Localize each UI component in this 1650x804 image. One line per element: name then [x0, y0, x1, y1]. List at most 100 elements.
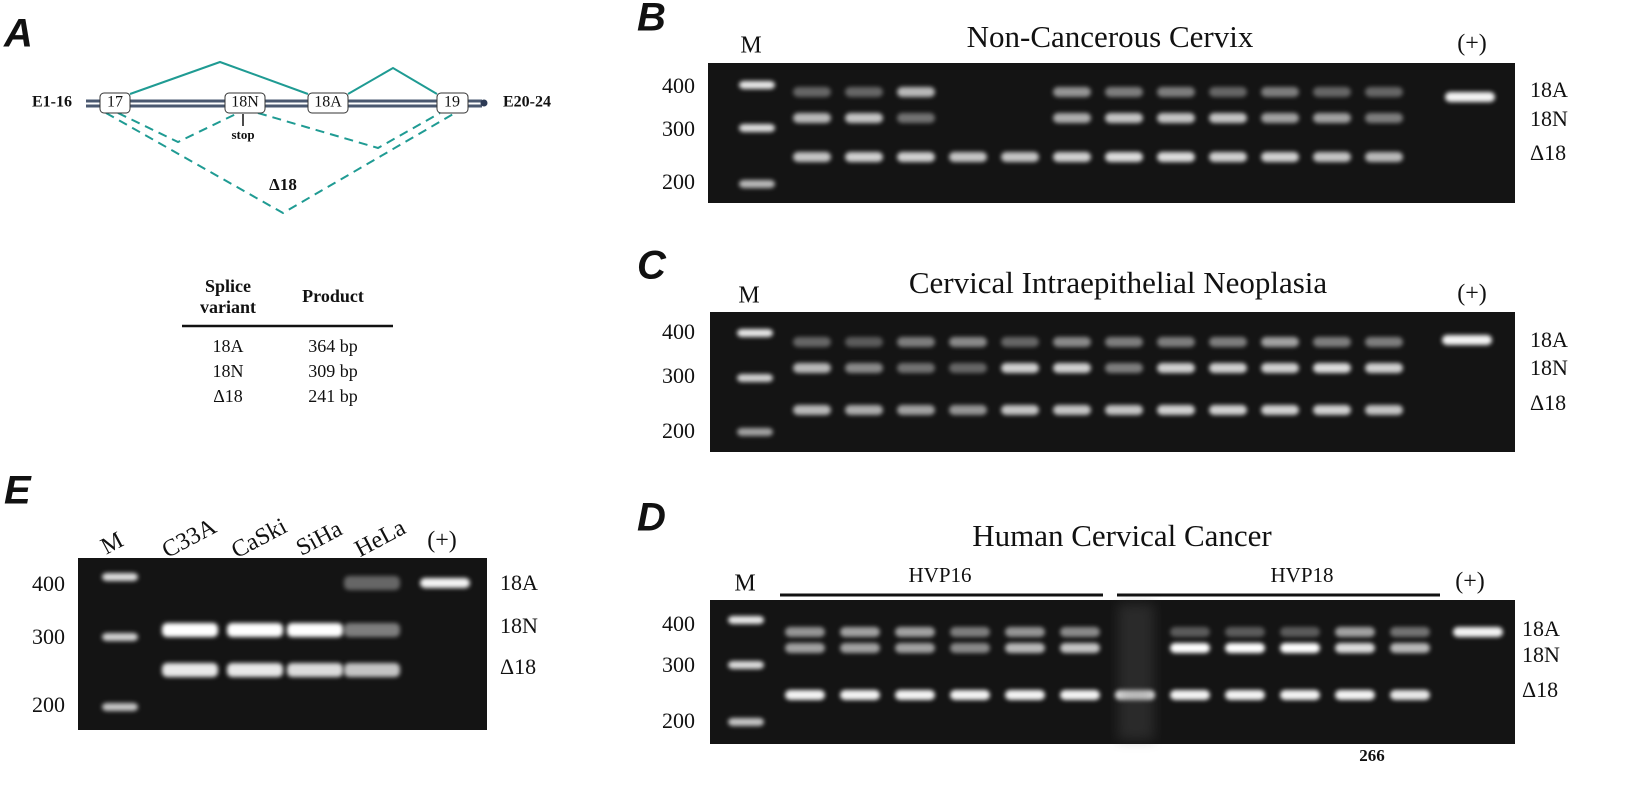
gel-band: [949, 152, 987, 162]
gel-band: [1442, 335, 1492, 345]
gel-band: [1335, 690, 1375, 700]
band-label: 18A: [1530, 327, 1568, 352]
gel-band: [950, 627, 990, 637]
gel-band: [739, 124, 775, 132]
band-label: 18A: [1522, 616, 1560, 641]
gel-band: [840, 690, 880, 700]
band-label: 18A: [1530, 77, 1568, 102]
gel-band: [1105, 87, 1143, 97]
gel-band: [1313, 363, 1351, 373]
gel-band: [793, 87, 831, 97]
gel-band: [895, 627, 935, 637]
gel: [710, 600, 1515, 744]
gel-band: [1445, 92, 1495, 102]
gel-band: [1157, 363, 1195, 373]
gel-band: [1105, 405, 1143, 415]
lane-label: C33A: [158, 513, 221, 563]
splice-junction: [117, 112, 239, 144]
gel-band: [1005, 690, 1045, 700]
gel-band: [1261, 363, 1299, 373]
gel-band: [420, 578, 470, 588]
gel-band: [1209, 113, 1247, 123]
gel-band: [1365, 363, 1403, 373]
gel: [78, 558, 487, 730]
band-label: Δ18: [1522, 677, 1558, 702]
size-label: 200: [32, 692, 65, 717]
gel-band: [1209, 363, 1247, 373]
gel-band: [845, 337, 883, 347]
exon-label: 18A: [314, 94, 342, 111]
group-label: HVP16: [908, 563, 971, 587]
exon-box: [307, 92, 349, 114]
gel-band: [1365, 405, 1403, 415]
gel-band: [1105, 337, 1143, 347]
gel-band: [1157, 87, 1195, 97]
gel-band: [1209, 405, 1247, 415]
gel-band: [1053, 337, 1091, 347]
gel-band: [1225, 627, 1265, 637]
size-label: 300: [32, 624, 65, 649]
gel-band: [897, 337, 935, 347]
lane-label: M: [97, 527, 128, 560]
lane-label: M: [734, 571, 755, 597]
gel-band: [793, 405, 831, 415]
gel-band: [737, 374, 773, 382]
gel-band: [1060, 627, 1100, 637]
gel-band: [1313, 337, 1351, 347]
gel-band: [1060, 690, 1100, 700]
gel-band: [793, 337, 831, 347]
band-label: 18N: [1530, 106, 1568, 131]
band-label: Δ18: [500, 654, 536, 679]
gel-band: [1390, 690, 1430, 700]
gel-band: [793, 113, 831, 123]
gel-band: [897, 363, 935, 373]
size-label: 300: [662, 652, 695, 677]
gel-band: [897, 405, 935, 415]
gel-band: [1313, 152, 1351, 162]
splice-junction: [129, 60, 309, 95]
gel-band: [227, 663, 283, 677]
gel-band: [1261, 113, 1299, 123]
lane-label: CaSki: [227, 513, 291, 564]
gel-band: [1001, 363, 1039, 373]
gel-band: [344, 663, 400, 677]
size-label: 300: [662, 116, 695, 141]
gel-band: [344, 576, 400, 590]
gel-band: [102, 633, 138, 641]
lane-label: (+): [1455, 569, 1485, 595]
gel-band: [102, 573, 138, 581]
size-label: 400: [662, 611, 695, 636]
gel-title: Non-Cancerous Cervix: [967, 19, 1254, 54]
gel-band: [1453, 627, 1503, 637]
gel-band: [728, 661, 764, 669]
gel-band: [1313, 87, 1351, 97]
gel-band: [793, 152, 831, 162]
gel-band: [1280, 627, 1320, 637]
gel-band: [1001, 152, 1039, 162]
panel-label: C: [637, 244, 667, 288]
gel-band: [1053, 113, 1091, 123]
gel-band: [1170, 690, 1210, 700]
splice-junction: [257, 112, 441, 150]
gel-band: [1261, 152, 1299, 162]
gel-band: [1335, 643, 1375, 653]
lane-label: (+): [427, 528, 457, 554]
gel-band: [1365, 337, 1403, 347]
band-label: 18N: [1522, 642, 1560, 667]
table-cell: 364 bp: [308, 336, 358, 356]
gel-title: Cervical Intraepithelial Neoplasia: [909, 265, 1328, 300]
gel-band: [1365, 87, 1403, 97]
gel-band: [950, 690, 990, 700]
panel-label: B: [637, 0, 666, 40]
gel-band: [1157, 152, 1195, 162]
gel-band: [895, 690, 935, 700]
gel-band: [1365, 152, 1403, 162]
gel-band: [1209, 87, 1247, 97]
gel-background: [710, 312, 1515, 452]
panel-label: A: [3, 12, 33, 56]
lane-label: (+): [1457, 31, 1487, 57]
backbone-end: [480, 99, 488, 107]
gel-band: [1157, 337, 1195, 347]
gel-band: [1060, 643, 1100, 653]
panel-label: E: [4, 469, 32, 513]
